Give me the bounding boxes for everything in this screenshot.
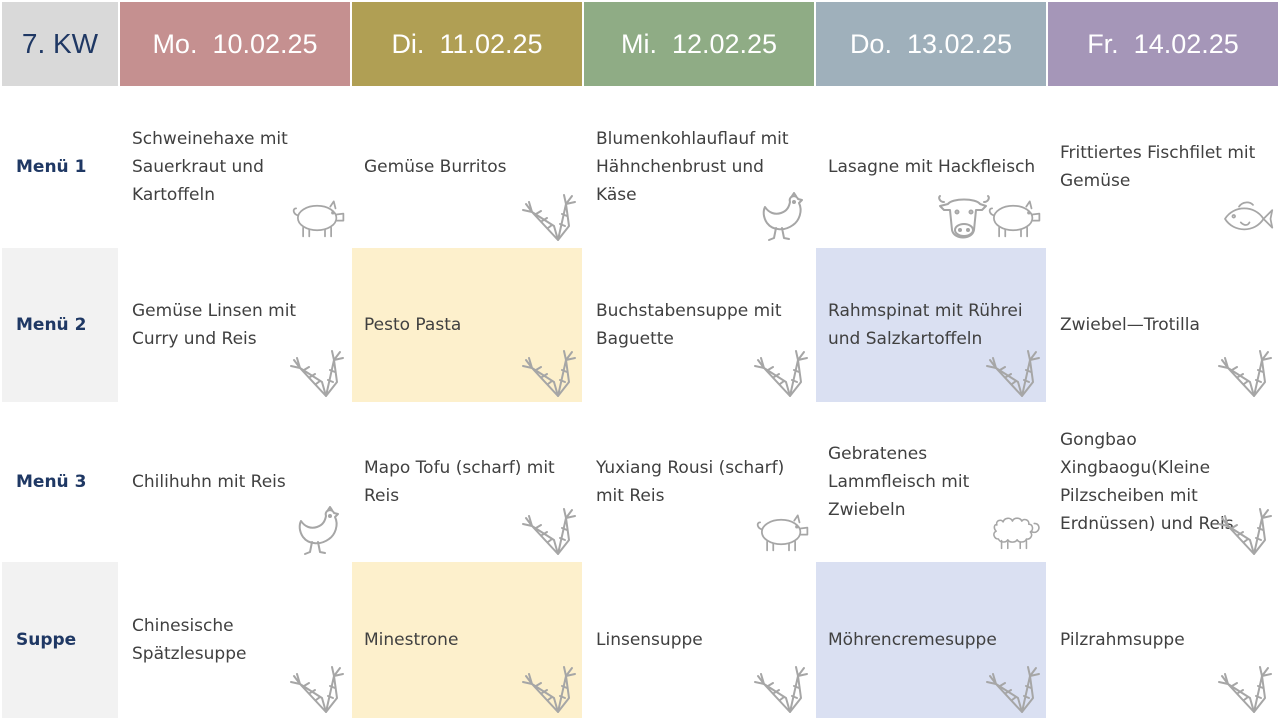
dish-name: Blumenkohlauflauf mit Hähnchenbrust und … (596, 129, 789, 205)
sheep-icon (986, 506, 1042, 558)
chicken-icon (290, 506, 346, 558)
dish-name: Pilzrahmsuppe (1060, 630, 1185, 650)
menu-cell: Gemüse Burritos (352, 88, 582, 246)
day-header: Fr. 14.02.25 (1048, 2, 1278, 86)
day-header: Mo. 10.02.25 (120, 2, 350, 86)
carrot-icon (754, 348, 810, 400)
dish-name: Möhrencremesuppe (828, 630, 997, 650)
carrot-icon (522, 348, 578, 400)
row-label: Menü 1 (16, 157, 87, 177)
menu-cell: Chinesische Spätzlesuppe (120, 562, 350, 718)
row-label: Menü 3 (16, 472, 87, 492)
menu-cell: Yuxiang Rousi (scharf) mit Reis (584, 404, 814, 560)
week-label: 7. KW (2, 2, 118, 86)
menu-cell: Minestrone (352, 562, 582, 718)
menu-cell: Linsensuppe (584, 562, 814, 718)
carrot-icon (290, 664, 346, 716)
menu-cell: Zwiebel—Trotilla (1048, 248, 1278, 402)
dish-name: Gemüse Linsen mit Curry und Reis (132, 301, 297, 349)
cow-icon (936, 192, 992, 244)
carrot-icon (290, 348, 346, 400)
carrot-icon (1218, 664, 1274, 716)
menu-cell: Gebratenes Lammfleisch mit Zwiebeln (816, 404, 1046, 560)
dish-name: Chilihuhn mit Reis (132, 472, 286, 492)
menu-cell: Schweinehaxe mit Sauerkraut und Kartoffe… (120, 88, 350, 246)
pig-icon (290, 192, 346, 244)
carrot-icon (522, 506, 578, 558)
pig-icon (986, 192, 1042, 244)
carrot-icon (522, 192, 578, 244)
menu-cell: Chilihuhn mit Reis (120, 404, 350, 560)
carrot-icon (754, 664, 810, 716)
fish-icon (1218, 192, 1274, 244)
menu-cell: Mapo Tofu (scharf) mit Reis (352, 404, 582, 560)
carrot-icon (522, 664, 578, 716)
menu-cell: Möhrencremesuppe (816, 562, 1046, 718)
dish-name: Rahmspinat mit Rührei und Salzkartoffeln (828, 301, 1023, 349)
dish-name: Frittiertes Fischfilet mit Gemüse (1060, 143, 1256, 191)
dish-name: Gongbao Xingbaogu(Kleine Pilzscheiben mi… (1060, 430, 1234, 534)
chicken-icon (754, 192, 810, 244)
row-label: Suppe (2, 562, 118, 718)
dish-name: Buchstabensuppe mit Baguette (596, 301, 782, 349)
dish-name: Chinesische Spätzlesuppe (132, 616, 247, 664)
menu-cell: Rahmspinat mit Rührei und Salzkartoffeln (816, 248, 1046, 402)
dish-name: Gebratenes Lammfleisch mit Zwiebeln (828, 444, 970, 520)
dish-name: Yuxiang Rousi (scharf) mit Reis (596, 458, 785, 506)
dish-name: Pesto Pasta (364, 315, 462, 335)
pig-icon (754, 506, 810, 558)
dish-name: Zwiebel—Trotilla (1060, 315, 1200, 335)
menu-cell: Frittiertes Fischfilet mit Gemüse (1048, 88, 1278, 246)
dish-name: Linsensuppe (596, 630, 703, 650)
row-label: Menü 2 (2, 248, 118, 402)
day-header: Do. 13.02.25 (816, 2, 1046, 86)
carrot-icon (1218, 348, 1274, 400)
dish-name: Lasagne mit Hackfleisch (828, 157, 1036, 177)
menu-cell: Gemüse Linsen mit Curry und Reis (120, 248, 350, 402)
menu-cell: Buchstabensuppe mit Baguette (584, 248, 814, 402)
menu-cell: Gongbao Xingbaogu(Kleine Pilzscheiben mi… (1048, 404, 1278, 560)
day-header: Mi. 12.02.25 (584, 2, 814, 86)
dish-name: Mapo Tofu (scharf) mit Reis (364, 458, 555, 506)
menu-cell: Lasagne mit Hackfleisch (816, 88, 1046, 246)
dish-name: Gemüse Burritos (364, 157, 507, 177)
carrot-icon (986, 664, 1042, 716)
carrot-icon (986, 348, 1042, 400)
menu-cell: Pesto Pasta (352, 248, 582, 402)
dish-name: Schweinehaxe mit Sauerkraut und Kartoffe… (132, 129, 288, 205)
menu-cell: Blumenkohlauflauf mit Hähnchenbrust und … (584, 88, 814, 246)
menu-cell: Pilzrahmsuppe (1048, 562, 1278, 718)
dish-name: Minestrone (364, 630, 459, 650)
day-header: Di. 11.02.25 (352, 2, 582, 86)
carrot-icon (1218, 506, 1274, 558)
